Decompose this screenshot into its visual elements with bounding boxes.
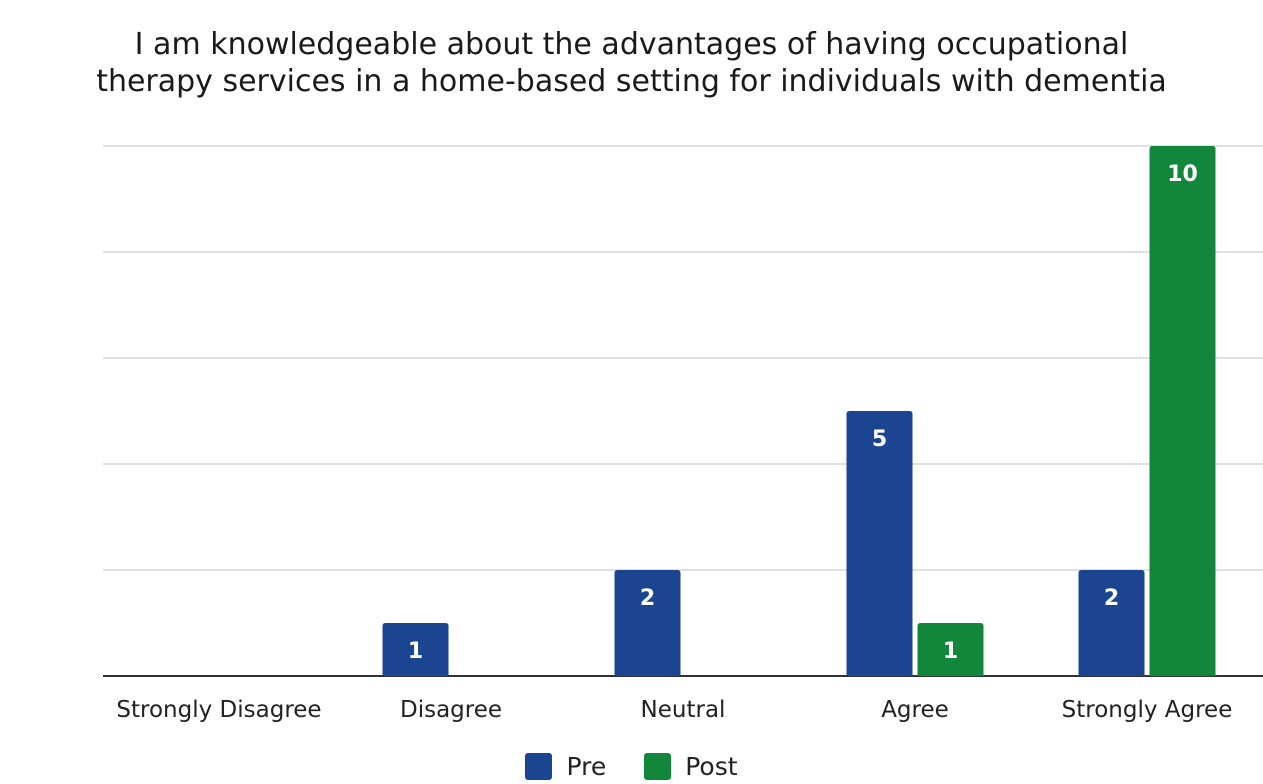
x-axis-tick-labels: Strongly Disagree Disagree Neutral Agree Str…	[116, 697, 1232, 723]
chart-title: I am knowledgeable about the advantages …	[0, 26, 1263, 100]
x-tick-label: Neutral	[641, 697, 726, 723]
data-label-post-4: 10	[1167, 162, 1198, 187]
data-label-pre-3: 5	[872, 427, 887, 452]
bar-post-3[interactable]	[917, 623, 984, 676]
bar-pre-2[interactable]	[614, 570, 681, 676]
bar-pre-3[interactable]	[846, 411, 913, 676]
data-label-pre-2: 2	[640, 586, 655, 611]
data-label-post-3: 1	[943, 639, 958, 664]
gridlines	[103, 145, 1263, 677]
chart-title-line-2: therapy services in a home-based setting…	[96, 64, 1167, 99]
x-tick-label: Strongly Disagree	[116, 697, 321, 723]
bars	[382, 146, 1216, 676]
x-tick-label: Strongly Agree	[1062, 697, 1233, 723]
data-label-pre-1: 1	[408, 639, 423, 664]
legend-item-pre[interactable]: Pre	[525, 752, 606, 781]
legend-swatch-pre	[525, 753, 553, 780]
legend-swatch-post	[644, 753, 672, 780]
legend-item-post[interactable]: Post	[644, 752, 738, 781]
bar-pre-4[interactable]	[1078, 570, 1145, 676]
legend-label-post: Post	[685, 752, 738, 781]
data-label-pre-4: 2	[1104, 586, 1119, 611]
bar-post-4[interactable]	[1149, 146, 1216, 676]
legend: Pre Post	[0, 752, 1263, 781]
bar-pre-1[interactable]	[382, 623, 449, 676]
chart-title-line-1: I am knowledgeable about the advantages …	[134, 27, 1129, 62]
x-tick-label: Agree	[881, 697, 949, 723]
data-labels: 1 2 5 1 2 10	[408, 162, 1198, 664]
x-tick-label: Disagree	[400, 697, 502, 723]
legend-label-pre: Pre	[566, 752, 607, 781]
